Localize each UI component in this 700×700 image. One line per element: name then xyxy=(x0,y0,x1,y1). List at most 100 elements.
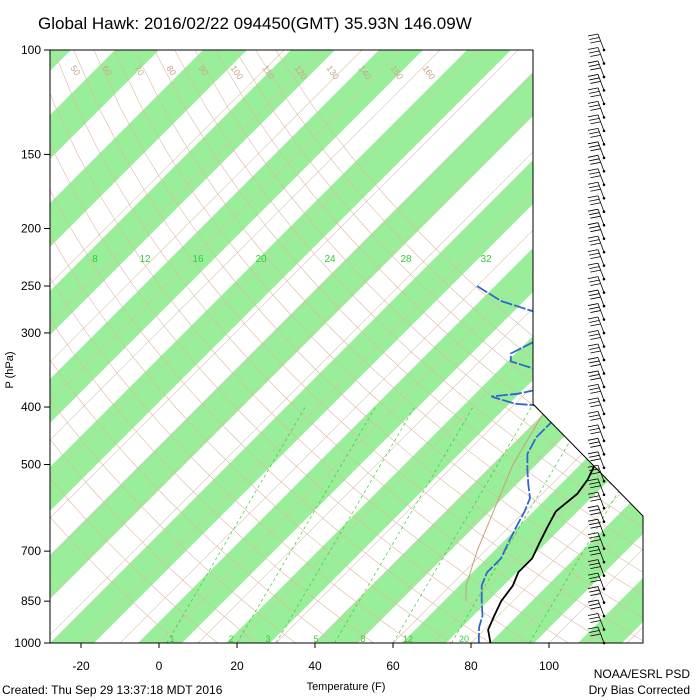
wind-barb-feather xyxy=(589,427,600,431)
wind-barb-feather xyxy=(589,360,600,364)
wind-barb-base xyxy=(602,183,606,187)
wind-barb-staff xyxy=(597,101,605,118)
mixing-ratio-label: 3 xyxy=(265,634,270,644)
wind-barb-staff xyxy=(597,572,605,590)
wind-barb-base xyxy=(602,210,606,214)
dry-adiabat-label: 80 xyxy=(164,63,178,77)
wind-barb-feather xyxy=(589,400,600,404)
wind-barb-base xyxy=(602,156,606,160)
wind-barb-feather xyxy=(589,333,600,337)
wind-barb-feather xyxy=(590,417,601,421)
wind-barb-feather xyxy=(587,33,599,37)
wind-barb-staff xyxy=(597,316,605,334)
wind-barb-feather xyxy=(587,626,599,630)
mixing-ratio-label: 16 xyxy=(192,254,204,265)
chart-title: Global Hawk: 2016/02/22 094450(GMT) 35.9… xyxy=(38,14,472,33)
mixing-ratio-label: 24 xyxy=(324,254,336,265)
wind-barb-feather xyxy=(590,67,601,71)
wind-barb-feather xyxy=(587,235,599,239)
wind-barb-feather xyxy=(589,306,600,310)
wind-barb-feather xyxy=(590,377,601,381)
wind-barb-base xyxy=(602,223,606,227)
wind-barb-feather xyxy=(590,337,601,340)
wind-barb-feather xyxy=(590,242,601,246)
wind-barb-staff xyxy=(597,33,605,51)
wind-barb-staff xyxy=(597,47,605,64)
mixing-ratio-label: 2 xyxy=(228,634,233,644)
wind-barb-staff xyxy=(597,289,605,307)
wind-barb-feather xyxy=(587,505,599,509)
mixing-ratio-label: 28 xyxy=(400,254,412,265)
y-axis-label: P (hPa) xyxy=(4,351,16,388)
wind-barb xyxy=(587,114,606,133)
wind-barb xyxy=(587,60,606,79)
x-tick-label: 0 xyxy=(156,659,163,673)
wind-barb-feather xyxy=(590,539,601,543)
wind-barb-base xyxy=(602,453,606,456)
wind-barb-staff xyxy=(597,478,605,495)
wind-barb-feather xyxy=(589,266,600,270)
wind-barb-feather xyxy=(587,100,599,104)
wind-barb-staff xyxy=(597,357,605,374)
wind-barb-base xyxy=(602,264,606,267)
temperature-band xyxy=(304,50,643,643)
x-tick-label: 80 xyxy=(464,659,478,673)
wind-barb-base xyxy=(602,426,606,429)
wind-barb-feather xyxy=(590,404,601,408)
wind-barb-feather xyxy=(587,384,599,387)
wind-barb xyxy=(587,370,606,389)
wind-barb xyxy=(587,505,606,524)
isotherm-line xyxy=(50,50,324,643)
wind-barb xyxy=(587,532,606,550)
wind-barb-feather xyxy=(589,171,600,175)
dry-adiabat-line xyxy=(255,50,643,643)
wind-barb-feather xyxy=(587,464,599,468)
temperature-band xyxy=(50,50,256,643)
isotherm-line xyxy=(470,50,643,643)
wind-barb xyxy=(587,410,606,429)
wind-barb-base xyxy=(602,331,606,335)
wind-barb xyxy=(587,384,606,402)
wind-barb xyxy=(587,262,606,281)
mixing-ratio-label: 12 xyxy=(403,634,413,644)
wind-barb-feather xyxy=(590,431,601,435)
wind-barb-feather xyxy=(590,54,601,57)
wind-barb-feather xyxy=(590,121,601,125)
wind-barb-staff xyxy=(597,519,605,536)
wind-barb-staff xyxy=(597,411,605,428)
wind-barb-base xyxy=(602,116,606,119)
wind-barb-base xyxy=(602,385,606,389)
wind-barb xyxy=(587,208,606,227)
wind-barb-staff xyxy=(597,370,605,388)
y-tick-label: 1000 xyxy=(14,636,41,650)
isotherm-line xyxy=(50,50,558,643)
dry-adiabat-line xyxy=(50,50,273,643)
wind-barb-base xyxy=(602,520,606,524)
wind-barb-base xyxy=(602,614,606,618)
wind-barb-feather xyxy=(589,131,600,135)
wind-barb-feather xyxy=(590,256,601,260)
wind-barb-feather xyxy=(587,437,599,441)
x-tick-label: -20 xyxy=(72,659,90,673)
wind-barb-feather xyxy=(589,64,600,67)
wind-barb-feather xyxy=(587,74,599,77)
wind-barb-feather xyxy=(587,424,599,428)
wind-barb-staff xyxy=(597,451,605,468)
wind-barb-feather xyxy=(589,144,600,148)
dry-adiabat-line xyxy=(50,50,352,643)
wind-barb xyxy=(587,222,606,240)
wind-barb-base xyxy=(602,533,606,537)
dry-adiabat-line xyxy=(53,50,629,643)
wind-barb-feather xyxy=(589,508,600,512)
wind-barb xyxy=(587,451,606,470)
isotherm-line xyxy=(50,50,597,643)
wind-barb-base xyxy=(602,372,606,375)
wind-barb-base xyxy=(602,291,606,294)
wind-barb-staff xyxy=(597,532,605,549)
dry-adiabat-line xyxy=(50,50,431,643)
wind-barb-staff xyxy=(597,128,605,145)
dry-adiabat-line xyxy=(113,50,643,643)
wind-barb-staff xyxy=(597,492,605,509)
wind-barb-base xyxy=(602,506,606,510)
